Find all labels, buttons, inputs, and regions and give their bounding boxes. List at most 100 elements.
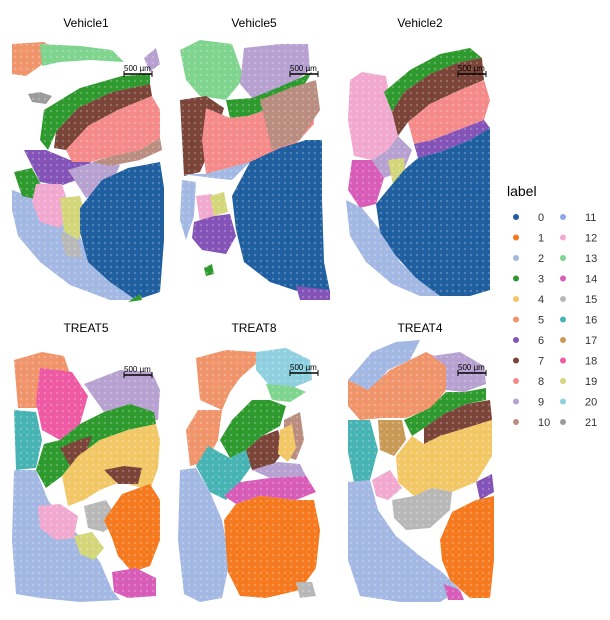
legend-label: 21 — [585, 417, 597, 429]
scale-bar: 500 µm — [457, 64, 487, 77]
scale-bar-label: 500 µm — [458, 363, 485, 372]
legend-label: 11 — [585, 212, 596, 224]
legend-item: 9 — [513, 397, 544, 409]
panel-treat5: TREAT5 500 µm — [8, 321, 168, 608]
scale-bar: 500 µm — [289, 64, 319, 77]
legend-label: 0 — [538, 212, 544, 224]
legend-label: 15 — [585, 294, 597, 306]
panel-vehicle2: Vehicle2 500 µm — [344, 16, 504, 306]
panel-title: Vehicle1 — [63, 16, 109, 30]
legend-item: 21 — [560, 417, 597, 429]
legend-item: 4 — [513, 294, 544, 306]
panel-title: Vehicle5 — [231, 16, 277, 30]
panel-vehicle1: Vehicle1 500 µm — [8, 16, 168, 306]
legend-swatch — [513, 214, 519, 220]
legend-item: 7 — [513, 356, 544, 368]
legend-item: 15 — [560, 294, 597, 306]
legend-label: 9 — [538, 397, 544, 409]
scale-bar: 500 µm — [457, 363, 487, 376]
legend-item: 20 — [560, 397, 597, 409]
scale-bar-label: 500 µm — [124, 365, 151, 374]
spot-texture — [176, 346, 336, 608]
panel-treat4: TREAT4 500 µm — [344, 321, 504, 608]
legend-item: 18 — [560, 356, 597, 368]
legend-label: 3 — [538, 274, 544, 286]
legend-swatch — [560, 378, 566, 384]
legend-swatch — [560, 234, 566, 241]
legend-item: 1 — [513, 233, 544, 245]
legend-item: 19 — [560, 376, 597, 388]
legend-swatch — [513, 275, 519, 282]
legend-label: 12 — [585, 233, 597, 245]
legend-label: 14 — [585, 274, 597, 286]
tissue-section — [8, 346, 168, 608]
legend-label: 2 — [538, 253, 544, 265]
legend-swatch — [513, 296, 519, 302]
legend-item: 17 — [560, 335, 597, 347]
legend-label: 19 — [585, 376, 597, 388]
legend-swatch — [513, 234, 519, 241]
legend-item: 2 — [513, 253, 544, 265]
panel-title: TREAT8 — [231, 321, 276, 335]
scale-bar-label: 500 µm — [290, 363, 317, 372]
scale-bar: 500 µm — [289, 363, 319, 376]
legend-swatch — [560, 357, 566, 364]
legend-swatch — [513, 316, 519, 323]
tissue-section — [8, 38, 168, 306]
legend-swatch — [513, 357, 519, 364]
tissue-section — [176, 38, 336, 306]
panel-vehicle5: Vehicle5 500 µm — [176, 16, 336, 306]
legend-item: 11 — [560, 212, 596, 224]
legend-item: 10 — [513, 417, 550, 429]
legend-swatch — [560, 398, 566, 405]
legend-label: 13 — [585, 253, 597, 265]
legend-label: 1 — [538, 233, 544, 245]
legend-item: 8 — [513, 376, 544, 388]
scale-bar: 500 µm — [123, 365, 153, 378]
legend-swatch — [513, 378, 519, 384]
legend-item: 6 — [513, 335, 544, 347]
legend-label: 6 — [538, 335, 544, 347]
legend-label: 5 — [538, 315, 544, 327]
scale-bar: 500 µm — [123, 64, 153, 77]
legend-item: 14 — [560, 274, 597, 286]
legend-item: 5 — [513, 315, 544, 327]
tissue-section — [344, 340, 504, 608]
legend-swatch — [513, 337, 519, 343]
legend-label: 7 — [538, 356, 544, 368]
legend-item: 13 — [560, 253, 597, 265]
legend-swatch — [560, 296, 566, 302]
legend-title: label — [507, 183, 537, 199]
tissue-section — [176, 346, 336, 608]
spot-texture — [176, 38, 336, 306]
panel-title: TREAT5 — [63, 321, 108, 335]
legend-label: 4 — [538, 294, 544, 306]
legend-swatch — [513, 255, 519, 261]
spot-texture — [344, 38, 504, 306]
legend-swatch — [560, 275, 566, 282]
legend-swatch — [513, 419, 519, 425]
legend-swatch — [513, 398, 519, 405]
legend-item: 16 — [560, 315, 597, 327]
legend-swatch — [560, 255, 566, 261]
legend-swatch — [560, 419, 566, 425]
legend-label: 8 — [538, 376, 544, 388]
legend-swatch — [560, 214, 566, 220]
legend-label: 17 — [585, 335, 597, 347]
spot-texture — [344, 346, 504, 608]
panel-title: TREAT4 — [397, 321, 442, 335]
spot-texture — [8, 346, 168, 608]
panel-title: Vehicle2 — [397, 16, 443, 30]
scale-bar-label: 500 µm — [124, 64, 151, 73]
legend-swatch — [560, 316, 566, 323]
legend-item: 12 — [560, 233, 597, 245]
scale-bar-label: 500 µm — [458, 64, 485, 73]
legend-swatch — [560, 337, 566, 343]
legend-label: 10 — [538, 417, 550, 429]
legend-item: 0 — [513, 212, 544, 224]
tissue-section — [344, 38, 504, 306]
scale-bar-label: 500 µm — [290, 64, 317, 73]
